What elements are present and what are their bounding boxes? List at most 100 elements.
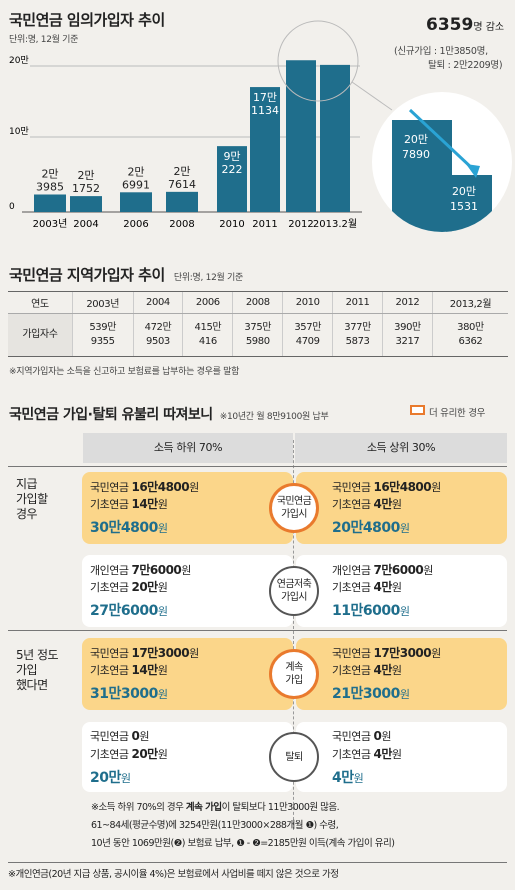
bar-data-label: 2만: [127, 165, 144, 178]
legend-swatch: [410, 405, 425, 415]
footnote-1: ※소득 하위 70%의 경우 계속 가입이 탈퇴보다 11만3000원 많음.: [91, 802, 340, 813]
zoom-left-label-1: 20만: [404, 133, 428, 146]
bar-6: [286, 60, 316, 213]
bar-0: [34, 194, 66, 212]
y-tick-20: 20만: [9, 55, 29, 66]
bar-data-label: 2만: [77, 169, 94, 182]
total-amount: 27만6000원: [90, 603, 168, 619]
row-2-option-circle: 계속 가입: [269, 649, 319, 699]
table-header-cell: 2013,2월: [431, 291, 508, 314]
x-tick-label: 2010: [219, 219, 244, 230]
pension-b-line: 기초연금 4만원: [332, 497, 402, 511]
bar-data-label: 2만: [41, 167, 58, 180]
x-tick-label: 2011: [252, 219, 277, 230]
bar-1: [70, 196, 102, 212]
table-header-cell: 연도: [8, 291, 73, 314]
bar-data-label: 1752: [72, 182, 100, 195]
table-cell: 539만 9355: [71, 313, 133, 357]
callout-line1: (신규가입 : 1만3850명,: [394, 46, 488, 57]
row-1-right-card: 개인연금 7만6000원 기초연금 4만원 11만6000원: [296, 555, 507, 627]
decrease-arrow-head: [466, 164, 480, 178]
table-header-cell: 2004: [132, 291, 183, 314]
table-header-cell: 2003년: [71, 291, 133, 314]
zoom-left-label-2: 7890: [402, 148, 430, 161]
col-header-right: 소득 상위 30%: [295, 433, 507, 463]
callout-line2: 탈퇴 : 2만2209명): [428, 60, 503, 71]
pension-b-line: 기초연금 14만원: [90, 663, 168, 677]
x-tick-label: 2004: [73, 219, 98, 230]
table-header-cell: 2012: [382, 291, 433, 314]
pension-b-line: 기초연금 20만원: [90, 580, 168, 594]
row-3-option-circle: 탈퇴: [269, 732, 319, 782]
table-header-cell: 2008: [232, 291, 283, 314]
row-0-left-card: 국민연금 16만4800원 기초연금 14만원 30만4800원: [82, 472, 293, 544]
total-amount: 30만4800원: [90, 520, 168, 536]
decrease-arrow-line: [408, 108, 476, 172]
x-ticks-group: 2003년 2004 2006 2008 2010 2011 2012 2013.2월: [33, 218, 357, 230]
pension-a-line: 국민연금 0원: [332, 729, 391, 743]
table-cell: 377만 5873: [332, 313, 383, 357]
total-amount: 4만원: [332, 770, 364, 786]
y-tick-0: 0: [9, 202, 15, 212]
bar-data-label: 9만: [223, 150, 240, 163]
pension-b-line: 기초연금 4만원: [332, 747, 402, 761]
table-header-row: 연도 2003년 2004 2006 2008 2010 2011 2012 2…: [8, 291, 508, 314]
compare-subtitle: ※10년간 월 8만9100원 납부: [219, 412, 329, 422]
table-cell: 380만 6362: [431, 313, 508, 357]
pension-a-line: 개인연금 7만6000원: [332, 563, 433, 577]
total-amount: 11만6000원: [332, 603, 410, 619]
bar-3: [166, 191, 198, 212]
pension-a-line: 국민연금 16만4800원: [90, 480, 199, 494]
col-header-left: 소득 하위 70%: [83, 433, 293, 463]
center-divider: [293, 440, 294, 830]
table-cell: 472만 9503: [132, 313, 183, 357]
total-amount: 20만4800원: [332, 520, 410, 536]
pension-a-line: 국민연금 17만3000원: [332, 646, 441, 660]
bars-group: [34, 60, 350, 213]
compare-title: 국민연금 가입·탈퇴 유불리 따져보니: [9, 407, 213, 423]
table-cell: 357만 4709: [282, 313, 333, 357]
divider-middle: [8, 630, 507, 631]
total-amount: 21만3000원: [332, 686, 410, 702]
bar-data-label: 3985: [36, 180, 64, 193]
pension-b-line: 기초연금 4만원: [332, 663, 402, 677]
row-1-option-circle: 연금저축 가입시: [269, 566, 319, 616]
callout-headline: 6359명 감소: [426, 15, 504, 35]
x-tick-label: 2003년: [33, 218, 68, 230]
bar-data-label: 17만: [253, 91, 277, 104]
row-1-left-card: 개인연금 7만6000원 기초연금 20만원 27만6000원: [82, 555, 293, 627]
bar-2: [120, 192, 152, 212]
chart1-title: 국민연금 임의가입자 추이: [9, 11, 165, 29]
table-header-cell: 2010: [282, 291, 333, 314]
pension-a-line: 국민연금 16만4800원: [332, 480, 441, 494]
footnote-2: 61~84세(평균수명)에 3254만원(11만3000×288개월 ❶) 수령…: [91, 820, 339, 831]
pension-a-line: 국민연금 0원: [90, 729, 149, 743]
table-row-label: 가입자수: [8, 313, 73, 357]
row-0-option-circle: 국민연금 가입시: [269, 483, 319, 533]
scenario-label-1: 지급 가입할 경우: [16, 477, 48, 521]
y-tick-10: 10만: [9, 126, 29, 137]
divider-bottom: [8, 862, 507, 863]
magnifier-small-circle: [277, 20, 359, 102]
table-row: 가입자수 539만 9355 472만 9503 415만 416 375만 5980 …: [8, 313, 508, 357]
chart2-unit-note: 단위:명, 12월 기준: [173, 273, 243, 283]
footnote-3: 10년 동안 1069만원(❷) 보험료 납부, ❶ - ❷=2185만원 이득…: [91, 838, 395, 849]
zoom-right-label-1: 20만: [452, 185, 476, 198]
bar-7: [320, 64, 350, 212]
pension-a-line: 국민연금 17만3000원: [90, 646, 199, 660]
table-header-cell: 2011: [332, 291, 383, 314]
bar-data-label: 2만: [173, 165, 190, 178]
chart1-unit-note: 단위:명, 12월 기준: [9, 35, 79, 45]
x-tick-label: 2013.2월: [313, 218, 357, 230]
table-header-cell: 2006: [182, 291, 233, 314]
chart2-heading: 국민연금 지역가입자 추이 단위:명, 12월 기준: [9, 264, 243, 285]
callout-big-number: 6359: [426, 15, 474, 35]
row-3-left-card: 국민연금 0원 기초연금 20만원 20만원: [82, 722, 293, 792]
table-cell: 390만 3217: [382, 313, 433, 357]
total-amount: 20만원: [90, 770, 131, 786]
x-tick-label: 2006: [123, 219, 148, 230]
x-tick-label: 2008: [169, 219, 194, 230]
chart2-note: ※지역가입자는 소득을 신고하고 보험료를 납부하는 경우를 말함: [9, 367, 240, 377]
bar-data-label: 7614: [168, 178, 196, 191]
